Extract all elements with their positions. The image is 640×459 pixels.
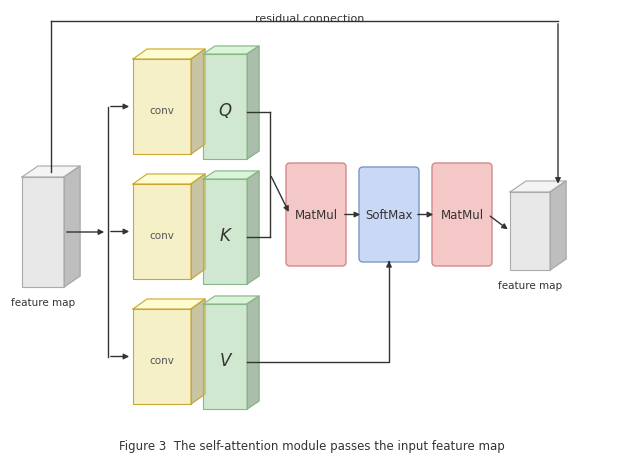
Text: conv: conv <box>150 231 175 241</box>
Polygon shape <box>133 50 205 60</box>
FancyBboxPatch shape <box>22 178 64 287</box>
Text: conv: conv <box>150 106 175 116</box>
FancyBboxPatch shape <box>510 193 550 270</box>
Polygon shape <box>64 167 80 287</box>
Polygon shape <box>247 47 259 160</box>
Text: Figure 3  The self-attention module passes the input feature map: Figure 3 The self-attention module passe… <box>119 439 505 452</box>
FancyBboxPatch shape <box>133 60 191 155</box>
Polygon shape <box>247 297 259 409</box>
FancyBboxPatch shape <box>133 185 191 280</box>
Polygon shape <box>133 299 205 309</box>
FancyBboxPatch shape <box>432 164 492 266</box>
Text: MatMul: MatMul <box>440 208 484 222</box>
FancyBboxPatch shape <box>359 168 419 263</box>
Polygon shape <box>203 47 259 55</box>
Polygon shape <box>550 182 566 270</box>
Polygon shape <box>191 50 205 155</box>
Polygon shape <box>247 172 259 285</box>
Text: feature map: feature map <box>498 280 562 291</box>
FancyBboxPatch shape <box>203 179 247 285</box>
Text: K: K <box>220 227 230 245</box>
Text: feature map: feature map <box>11 297 75 308</box>
Polygon shape <box>203 172 259 179</box>
Text: conv: conv <box>150 356 175 366</box>
Polygon shape <box>191 299 205 404</box>
Polygon shape <box>510 182 566 193</box>
FancyBboxPatch shape <box>286 164 346 266</box>
FancyBboxPatch shape <box>133 309 191 404</box>
Text: Q: Q <box>218 102 232 120</box>
Polygon shape <box>133 174 205 185</box>
Text: residual connection: residual connection <box>255 14 365 24</box>
Text: V: V <box>220 352 230 369</box>
Polygon shape <box>191 174 205 280</box>
FancyBboxPatch shape <box>203 304 247 409</box>
Text: SoftMax: SoftMax <box>365 208 413 222</box>
Polygon shape <box>22 167 80 178</box>
Text: MatMul: MatMul <box>294 208 337 222</box>
Polygon shape <box>203 297 259 304</box>
FancyBboxPatch shape <box>203 55 247 160</box>
